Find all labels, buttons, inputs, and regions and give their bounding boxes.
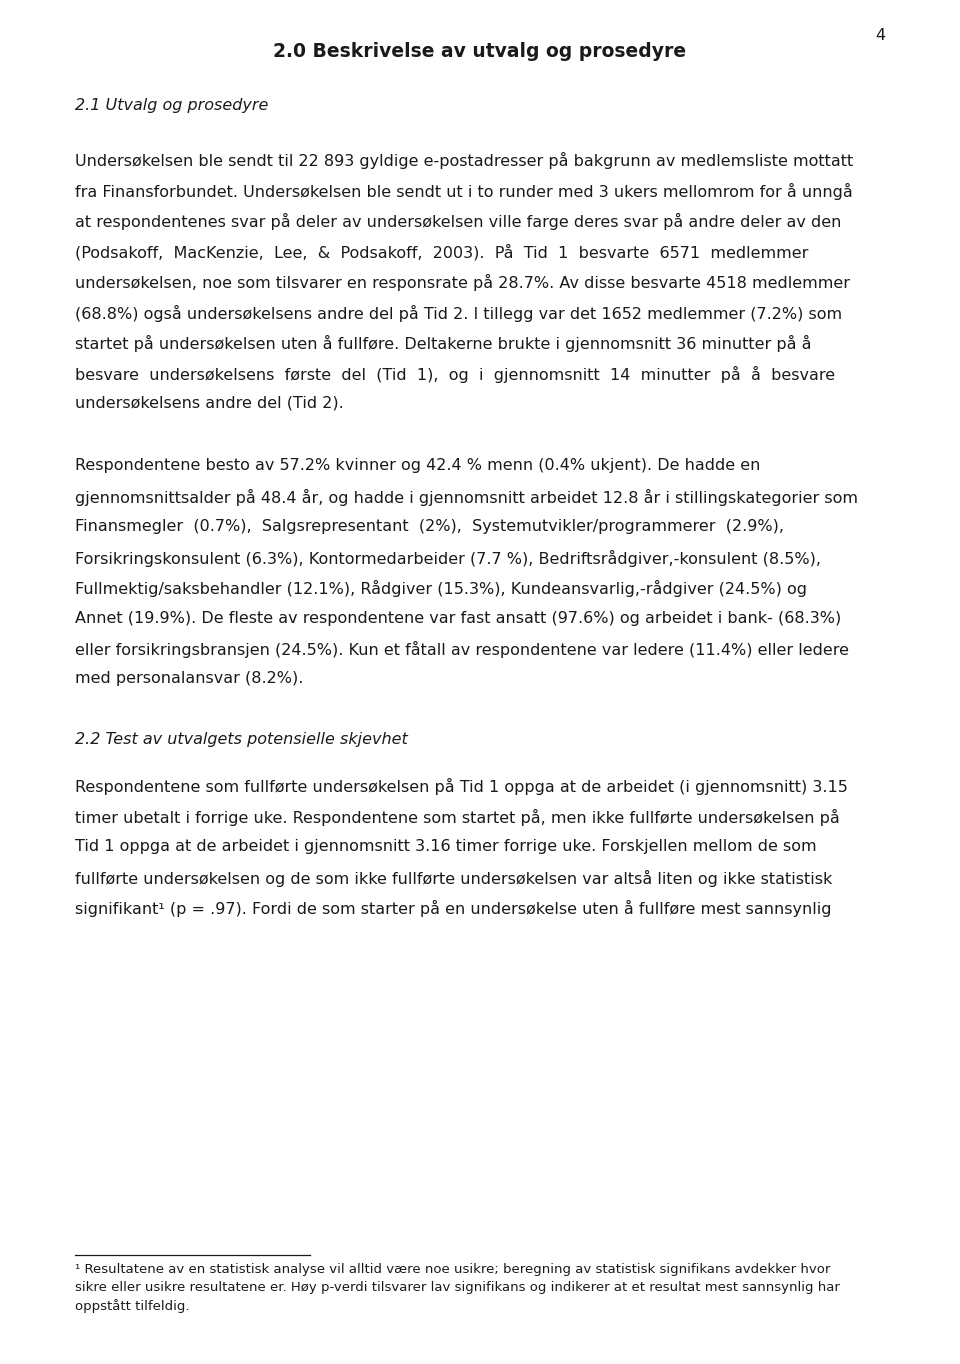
Text: Annet (19.9%). De fleste av respondentene var fast ansatt (97.6%) og arbeidet i : Annet (19.9%). De fleste av respondenten… [75, 611, 841, 626]
Text: 2.0 Beskrivelse av utvalg og prosedyre: 2.0 Beskrivelse av utvalg og prosedyre [274, 42, 686, 61]
Text: Undersøkelsen ble sendt til 22 893 gyldige e-postadresser på bakgrunn av medlems: Undersøkelsen ble sendt til 22 893 gyldi… [75, 151, 853, 169]
Text: (68.8%) også undersøkelsens andre del på Tid 2. I tillegg var det 1652 medlemmer: (68.8%) også undersøkelsens andre del på… [75, 304, 842, 322]
Text: startet på undersøkelsen uten å fullføre. Deltakerne brukte i gjennomsnitt 36 mi: startet på undersøkelsen uten å fullføre… [75, 336, 811, 352]
Text: Respondentene som fullførte undersøkelsen på Tid 1 oppga at de arbeidet (i gjenn: Respondentene som fullførte undersøkelse… [75, 777, 848, 795]
Text: (Podsakoff,  MacKenzie,  Lee,  &  Podsakoff,  2003).  På  Tid  1  besvarte  6571: (Podsakoff, MacKenzie, Lee, & Podsakoff,… [75, 244, 808, 261]
Text: besvare  undersøkelsens  første  del  (Tid  1),  og  i  gjennomsnitt  14  minutt: besvare undersøkelsens første del (Tid 1… [75, 366, 835, 382]
Text: undersøkelsens andre del (Tid 2).: undersøkelsens andre del (Tid 2). [75, 396, 344, 411]
Text: Finansmegler  (0.7%),  Salgsrepresentant  (2%),  Systemutvikler/programmerer  (2: Finansmegler (0.7%), Salgsrepresentant (… [75, 518, 784, 533]
Text: signifikant¹ (p = .97). Fordi de som starter på en undersøkelse uten å fullføre : signifikant¹ (p = .97). Fordi de som sta… [75, 900, 831, 917]
Text: 2.1 Utvalg og prosedyre: 2.1 Utvalg og prosedyre [75, 98, 269, 113]
Text: fra Finansforbundet. Undersøkelsen ble sendt ut i to runder med 3 ukers mellomro: fra Finansforbundet. Undersøkelsen ble s… [75, 183, 852, 199]
Text: Tid 1 oppga at de arbeidet i gjennomsnitt 3.16 timer forrige uke. Forskjellen me: Tid 1 oppga at de arbeidet i gjennomsnit… [75, 839, 817, 854]
Text: 4: 4 [875, 29, 885, 44]
Text: undersøkelsen, noe som tilsvarer en responsrate på 28.7%. Av disse besvarte 4518: undersøkelsen, noe som tilsvarer en resp… [75, 274, 850, 291]
Text: fullførte undersøkelsen og de som ikke fullførte undersøkelsen var altså liten o: fullførte undersøkelsen og de som ikke f… [75, 869, 832, 887]
Text: timer ubetalt i forrige uke. Respondentene som startet på, men ikke fullførte un: timer ubetalt i forrige uke. Respondente… [75, 809, 840, 825]
Text: Forsikringskonsulent (6.3%), Kontormedarbeider (7.7 %), Bedriftsrådgiver,-konsul: Forsikringskonsulent (6.3%), Kontormedar… [75, 550, 821, 566]
Text: 2.2 Test av utvalgets potensielle skjevhet: 2.2 Test av utvalgets potensielle skjevh… [75, 732, 408, 747]
Text: at respondentenes svar på deler av undersøkelsen ville farge deres svar på andre: at respondentenes svar på deler av under… [75, 213, 841, 231]
Text: ¹ Resultatene av en statistisk analyse vil alltid være noe usikre; beregning av : ¹ Resultatene av en statistisk analyse v… [75, 1263, 830, 1275]
Text: eller forsikringsbransjen (24.5%). Kun et fåtall av respondentene var ledere (11: eller forsikringsbransjen (24.5%). Kun e… [75, 641, 849, 657]
Text: oppstått tilfeldig.: oppstått tilfeldig. [75, 1299, 189, 1314]
Text: Respondentene besto av 57.2% kvinner og 42.4 % menn (0.4% ukjent). De hadde en: Respondentene besto av 57.2% kvinner og … [75, 458, 760, 473]
Text: gjennomsnittsalder på 48.4 år, og hadde i gjennomsnitt arbeidet 12.8 år i stilli: gjennomsnittsalder på 48.4 år, og hadde … [75, 488, 858, 506]
Text: Fullmektig/saksbehandler (12.1%), Rådgiver (15.3%), Kundeansvarlig,-rådgiver (24: Fullmektig/saksbehandler (12.1%), Rådgiv… [75, 580, 807, 597]
Text: sikre eller usikre resultatene er. Høy p-verdi tilsvarer lav signifikans og indi: sikre eller usikre resultatene er. Høy p… [75, 1281, 840, 1294]
Text: med personalansvar (8.2%).: med personalansvar (8.2%). [75, 671, 303, 686]
